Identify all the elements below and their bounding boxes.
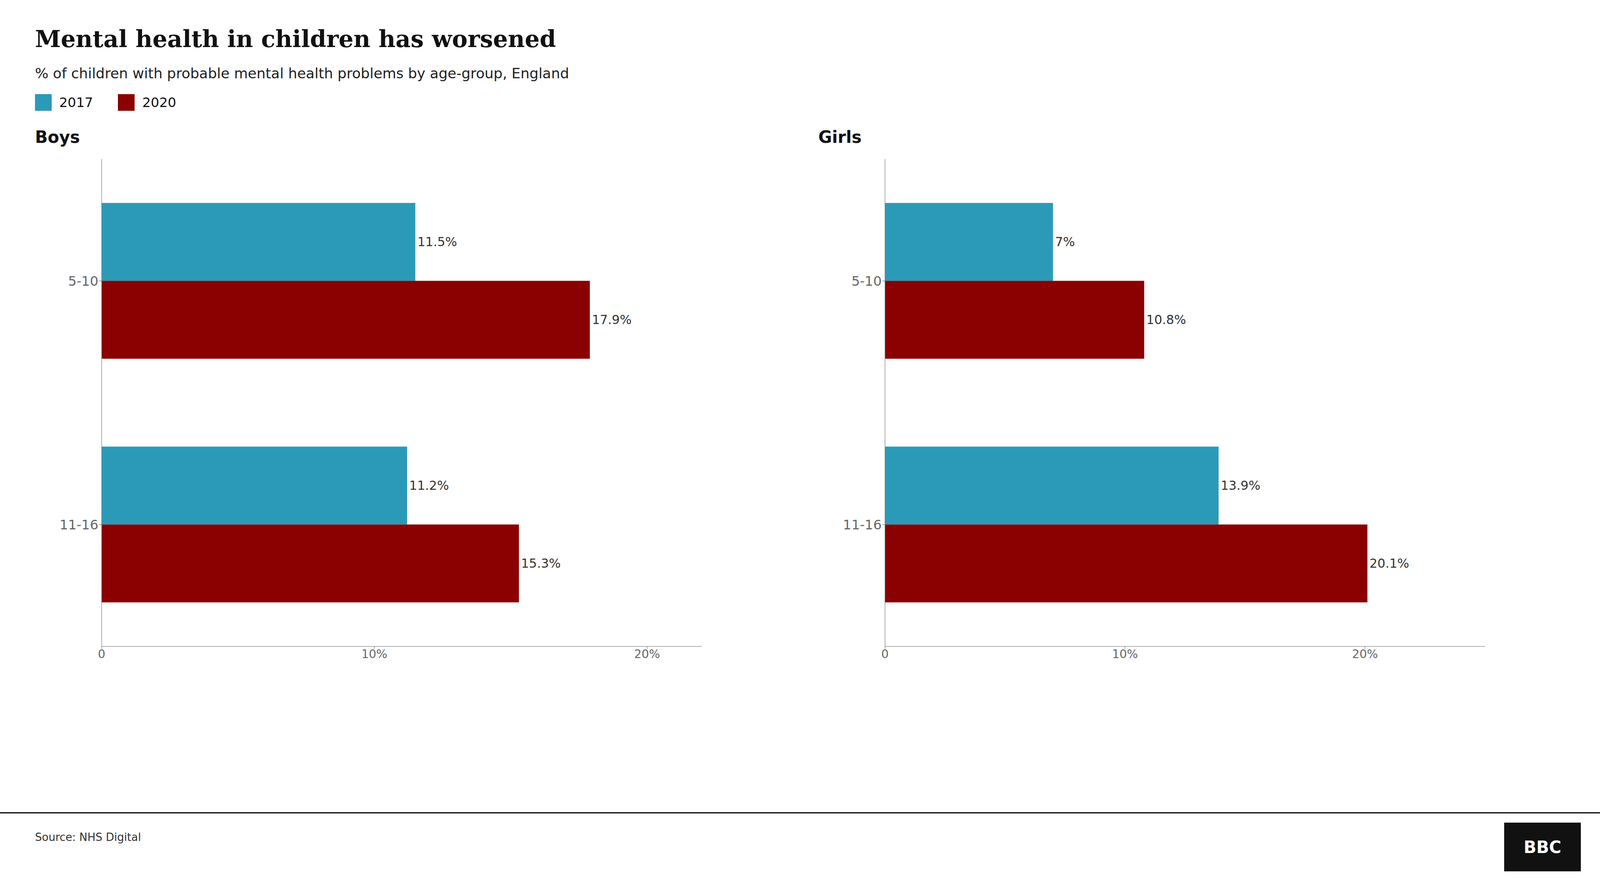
svg-text:11-16: 11-16: [842, 517, 882, 533]
html-text:2017: 2017: [59, 94, 94, 111]
svg-text:0: 0: [97, 647, 106, 662]
svg-text:17.9%: 17.9%: [592, 312, 632, 328]
svg-text:11-16: 11-16: [59, 517, 99, 533]
svg-text:11.2%: 11.2%: [409, 478, 449, 493]
svg-text:20.1%: 20.1%: [1369, 556, 1410, 571]
html-text:BBC: BBC: [1523, 837, 1562, 857]
html-text:% of children with probable me: % of children with probable mental healt…: [35, 65, 570, 82]
svg-text:20%: 20%: [634, 647, 660, 662]
svg-text:5-10: 5-10: [851, 273, 882, 290]
svg-text:11.5%: 11.5%: [417, 234, 458, 250]
svg-text:10.8%: 10.8%: [1146, 312, 1186, 328]
svg-text:10%: 10%: [361, 647, 388, 662]
html-text:Boys: Boys: [35, 127, 80, 147]
svg-text:15.3%: 15.3%: [520, 556, 561, 571]
svg-text:13.9%: 13.9%: [1220, 478, 1261, 493]
html-text:Girls: Girls: [818, 127, 862, 147]
html-text:2020: 2020: [142, 94, 177, 111]
svg-text:5-10: 5-10: [67, 273, 99, 290]
svg-text:20%: 20%: [1352, 647, 1378, 662]
svg-text:10%: 10%: [1112, 647, 1138, 662]
svg-text:0: 0: [881, 647, 889, 662]
html-text:Source: NHS Digital: Source: NHS Digital: [35, 831, 141, 844]
html-text:Mental health in children has: Mental health in children has worsened: [35, 25, 556, 53]
svg-text:7%: 7%: [1055, 234, 1075, 250]
